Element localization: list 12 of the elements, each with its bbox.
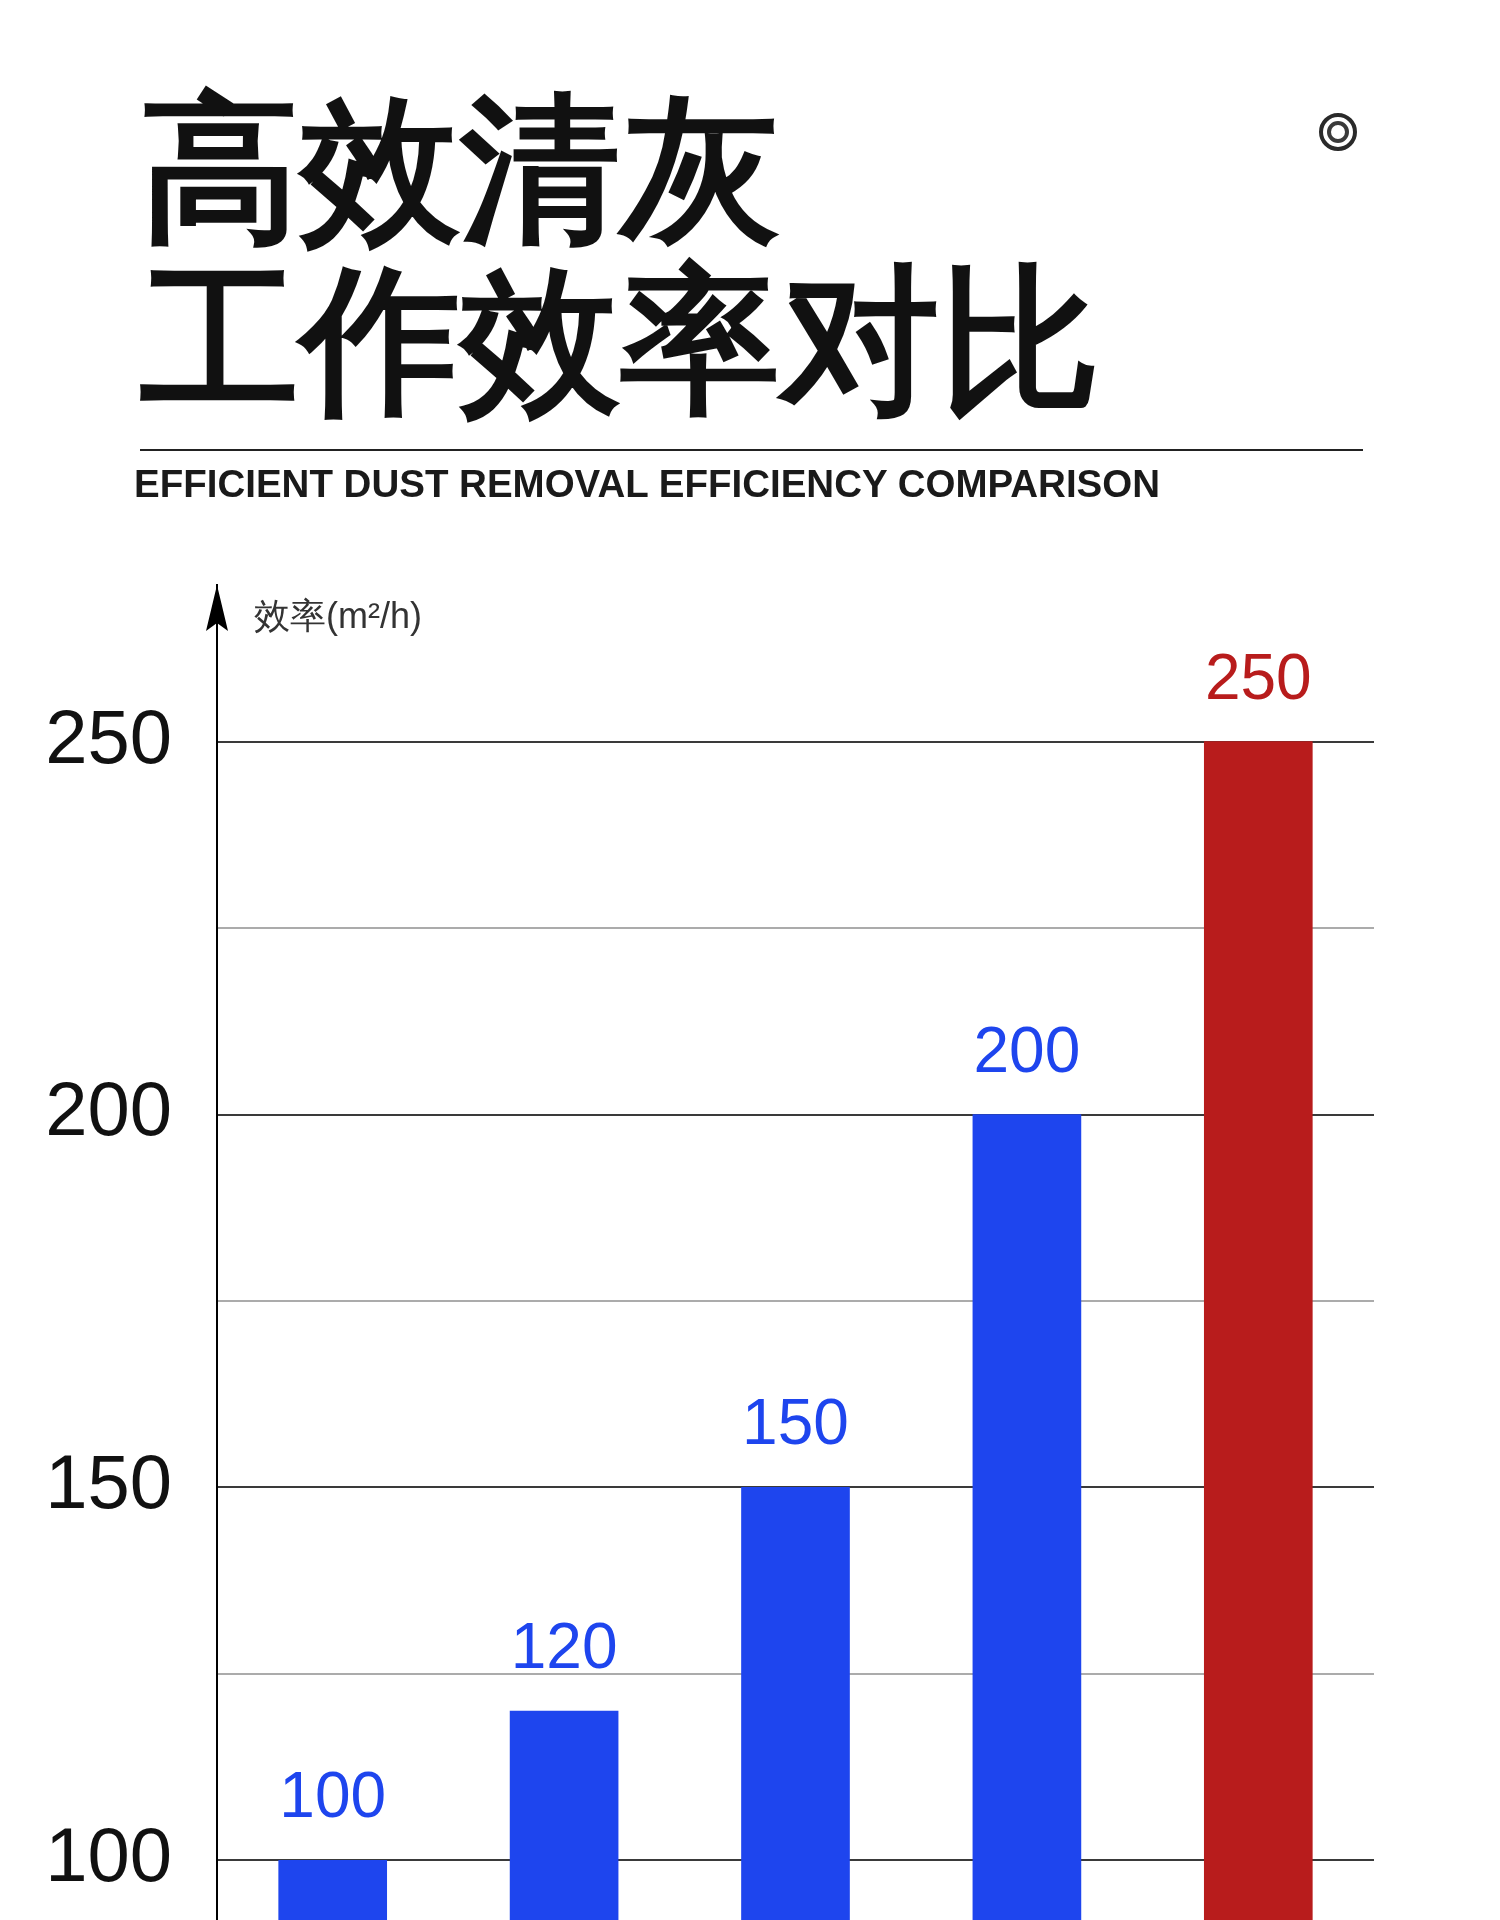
data-label: 100 [279,1759,387,1832]
y-tick-label: 200 [45,1066,172,1152]
data-label: 250 [1204,640,1312,713]
y-tick-label: 100 [45,1812,172,1898]
data-label: 120 [510,1610,618,1683]
y-tick-label: 250 [45,693,172,779]
chart-subtitle: EFFICIENT DUST REMOVAL EFFICIENCY COMPARISON [134,461,1161,507]
y-axis-title: 效率(m²/h) [254,594,422,636]
y-tick-label: 150 [45,1439,172,1525]
chart-title: 高效清灰工作效率对比 [140,80,1101,430]
data-label: 150 [742,1386,849,1459]
data-label: 200 [973,1013,1081,1086]
